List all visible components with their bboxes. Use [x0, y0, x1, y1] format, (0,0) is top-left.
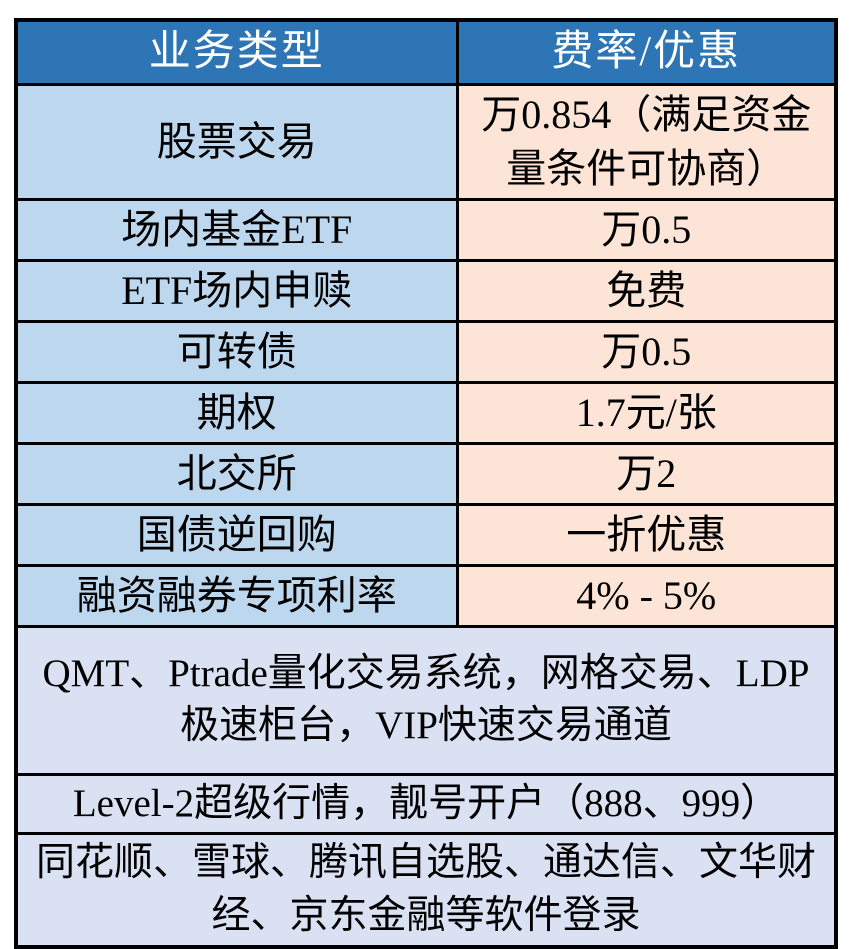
table-row-convertible-bond: 可转债 万0.5: [14, 319, 838, 384]
business-type-cell: 期权: [14, 380, 459, 445]
header-row: 业务类型 费率/优惠: [14, 18, 838, 86]
table-row-etf-subscription: ETF场内申赎 免费: [14, 258, 838, 323]
note-row-quant-systems: QMT、Ptrade量化交易系统，网格交易、LDP极速柜台，VIP快速交易通道: [14, 624, 838, 776]
rate-cell: 一折优惠: [455, 502, 838, 567]
fee-table: 业务类型 费率/优惠 股票交易 万0.854（满足资金量条件可协商） 场内基金E…: [14, 18, 838, 949]
table-row-bse: 北交所 万2: [14, 441, 838, 506]
note-cell: 同花顺、雪球、腾讯自选股、通达信、文华财经、京东金融等软件登录: [14, 832, 838, 949]
table-row-margin-rate: 融资融券专项利率 4% - 5%: [14, 563, 838, 628]
business-type-cell: 融资融券专项利率: [14, 563, 459, 628]
business-type-cell: 北交所: [14, 441, 459, 506]
business-type-cell: 国债逆回购: [14, 502, 459, 567]
header-business-type: 业务类型: [14, 18, 459, 86]
header-rate-discount: 费率/优惠: [455, 18, 838, 86]
note-cell: QMT、Ptrade量化交易系统，网格交易、LDP极速柜台，VIP快速交易通道: [14, 624, 838, 776]
business-type-cell: 场内基金ETF: [14, 197, 459, 262]
note-cell: Level-2超级行情，靓号开户（888、999）: [14, 772, 838, 836]
table-row-reverse-repo: 国债逆回购 一折优惠: [14, 502, 838, 567]
table-row-options: 期权 1.7元/张: [14, 380, 838, 445]
rate-cell: 万2: [455, 441, 838, 506]
business-type-cell: 可转债: [14, 319, 459, 384]
rate-cell: 免费: [455, 258, 838, 323]
rate-cell: 1.7元/张: [455, 380, 838, 445]
table-row-stock-trading: 股票交易 万0.854（满足资金量条件可协商）: [14, 82, 838, 201]
business-type-cell: 股票交易: [14, 82, 459, 201]
note-row-software-login: 同花顺、雪球、腾讯自选股、通达信、文华财经、京东金融等软件登录: [14, 832, 838, 949]
note-row-level2: Level-2超级行情，靓号开户（888、999）: [14, 772, 838, 836]
table-row-etf-fund: 场内基金ETF 万0.5: [14, 197, 838, 262]
rate-cell: 4% - 5%: [455, 563, 838, 628]
rate-cell: 万0.5: [455, 319, 838, 384]
business-type-cell: ETF场内申赎: [14, 258, 459, 323]
rate-cell: 万0.5: [455, 197, 838, 262]
rate-cell: 万0.854（满足资金量条件可协商）: [455, 82, 838, 201]
